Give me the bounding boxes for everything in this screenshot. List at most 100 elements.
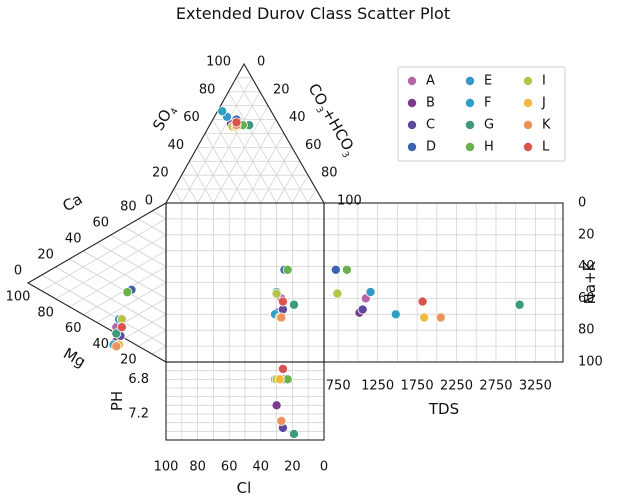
legend-label-H: H — [484, 140, 494, 155]
point-layer — [108, 106, 525, 439]
cl-tick-label: 60 — [221, 460, 238, 475]
left-tri-gridline — [41, 218, 167, 292]
ca-axis-label: Ca — [59, 190, 85, 215]
point-D-tds — [330, 264, 341, 275]
point-G-ph — [288, 428, 299, 439]
so4-tick-label: 60 — [183, 110, 200, 125]
left-tri-gridline — [96, 282, 167, 323]
left-tri-gridline — [124, 226, 167, 252]
legend-marker-F — [464, 98, 475, 109]
co3-tick-label: 60 — [305, 138, 322, 153]
so4-tick-label: 0 — [145, 194, 153, 209]
legend-label-L: L — [542, 140, 550, 155]
left-tri-gridline — [83, 250, 167, 299]
legend-label-F: F — [484, 96, 491, 111]
point-H-tds — [341, 264, 352, 275]
point-E-tds — [365, 287, 376, 298]
legend-marker-A — [406, 76, 417, 87]
so4-sub: 4 — [169, 107, 181, 117]
mg-tick-label: 60 — [65, 321, 82, 336]
nak-tick-label: 80 — [578, 323, 595, 338]
cl-axis-label: Cl — [237, 479, 252, 497]
top-tri-gridline — [228, 91, 293, 204]
left-tri-gridline — [152, 210, 167, 220]
legend-label-E: E — [484, 74, 492, 89]
legend-marker-K — [523, 120, 534, 131]
legend-label-D: D — [426, 140, 436, 155]
so4-tick-label: 40 — [168, 138, 185, 153]
grid-layer — [41, 77, 563, 440]
top-tri-gridline — [204, 133, 246, 204]
top-tri-gridline — [307, 188, 317, 204]
point-L-cation — [116, 322, 127, 333]
point-K-center — [276, 312, 287, 323]
co3-tick-label: 20 — [273, 82, 290, 97]
legend-box — [397, 66, 566, 162]
tds-panel-frame — [323, 202, 564, 363]
nak-tick-label: 40 — [578, 259, 595, 274]
top-tri-gridline — [189, 161, 214, 204]
left-tri-gridline — [110, 234, 167, 267]
point-F-tds — [390, 309, 401, 320]
top-tri-gridline — [235, 77, 309, 204]
nak-tick-label: 20 — [578, 227, 595, 242]
ca-tick-label: 0 — [14, 264, 22, 279]
mg-tick-label: 40 — [93, 337, 110, 352]
nak-tick-label: 100 — [578, 355, 603, 370]
co3-tick-label: 100 — [337, 194, 362, 209]
point-H-cation — [122, 287, 133, 298]
point-I-center — [271, 288, 282, 299]
top-tri-gridline — [213, 105, 269, 204]
left-tri-gridline — [69, 250, 167, 308]
legend-marker-L — [523, 141, 534, 152]
legend-label-G: G — [484, 118, 494, 133]
co3-sub1: 3 — [313, 105, 325, 115]
point-C-tds — [357, 304, 368, 315]
ca-tick-label: 20 — [37, 248, 54, 263]
cl-tick-label: 100 — [154, 460, 179, 475]
top-tri-gridline — [244, 133, 285, 204]
mg-tick-label: 100 — [6, 290, 31, 305]
co3-sub2: 3 — [339, 150, 351, 160]
mg-tick-label: 20 — [120, 353, 137, 368]
left-tri-gridline — [69, 258, 167, 315]
co3-main: CO — [305, 80, 332, 108]
legend-label-J: J — [541, 96, 546, 111]
cl-tick-label: 40 — [253, 460, 270, 475]
point-L-tds — [417, 296, 428, 307]
point-G-center — [288, 299, 299, 310]
tds-tick-label: 2750 — [479, 379, 512, 394]
nak-axis-label: Na+K — [581, 260, 599, 304]
legend-label-C: C — [426, 118, 435, 133]
ca-tick-label: 60 — [93, 216, 110, 231]
top-tri-gridline — [276, 161, 301, 204]
tick-layer: 1008060402000204060801008060402001008060… — [6, 55, 603, 475]
left-tri-gridline — [41, 274, 167, 347]
top-tri-gridline — [173, 188, 183, 204]
chart-title: Extended Durov Class Scatter Plot — [176, 4, 450, 23]
mg-axis-label: Mg — [60, 344, 88, 371]
point-J-tds — [419, 312, 430, 323]
point-H-center — [282, 264, 293, 275]
nak-tick-label: 60 — [578, 291, 595, 306]
mg-tick-label: 80 — [37, 305, 54, 320]
co3-tick-label: 40 — [289, 110, 306, 125]
point-L-ph — [277, 363, 288, 374]
legend-marker-C — [406, 120, 417, 131]
point-L-anion — [231, 117, 242, 128]
ph-tick-label: 7.2 — [128, 407, 149, 422]
co3-tick-label: 80 — [321, 166, 338, 181]
ca-tick-label: 40 — [65, 232, 82, 247]
legend-marker-I — [523, 76, 534, 87]
point-F-anion — [217, 106, 228, 117]
point-J-ph — [274, 374, 285, 385]
tds-tick-label: 1250 — [361, 379, 394, 394]
legend-marker-G — [464, 120, 475, 131]
cl-tick-label: 0 — [320, 460, 328, 475]
co3-tick-label: 0 — [257, 55, 265, 70]
left-tri-gridline — [55, 266, 167, 331]
left-tri-gridline — [124, 313, 167, 339]
